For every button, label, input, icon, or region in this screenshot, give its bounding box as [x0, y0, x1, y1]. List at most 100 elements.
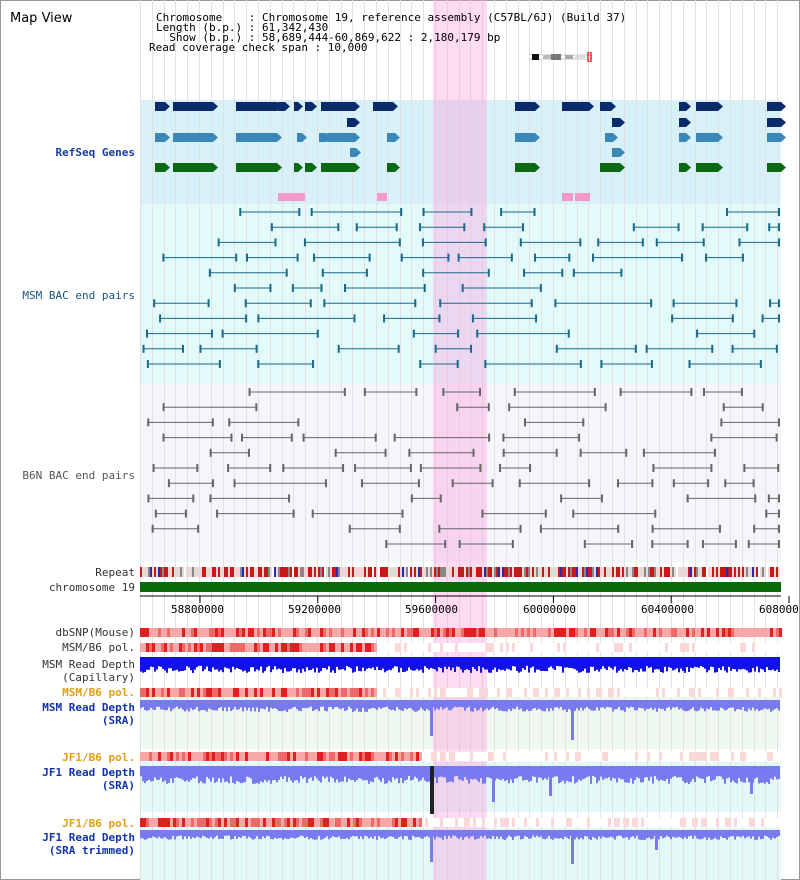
polymorphism-cell — [419, 628, 422, 637]
b6n-bac-end — [151, 524, 154, 533]
repeat-element — [774, 567, 776, 577]
polymorphism-cell — [524, 643, 527, 652]
depth-bar — [320, 766, 322, 783]
b6n-bac-label[interactable]: B6N BAC end pairs — [22, 469, 135, 482]
repeat-element — [196, 567, 198, 577]
selected-region-highlight[interactable] — [433, 0, 487, 880]
depth-bar — [308, 700, 310, 708]
repeat-element — [698, 567, 700, 577]
polymorphism-cell — [452, 628, 455, 637]
b6n-bac-end — [767, 494, 770, 503]
b6n-bac-end — [778, 509, 780, 518]
polymorphism-cell — [647, 818, 650, 827]
polymorphism-cell — [629, 752, 632, 761]
depth-bar — [244, 830, 246, 837]
polymorphism-cell — [560, 628, 563, 637]
depth-bar — [176, 830, 178, 837]
repeat-element — [644, 567, 646, 577]
b6n-bac-end — [555, 448, 558, 457]
repeat-element — [254, 567, 256, 577]
gene-segment — [297, 133, 302, 142]
repeat-element — [512, 567, 514, 577]
repeat-element — [534, 567, 536, 577]
depth-spike — [430, 830, 433, 862]
polymorphism-cell — [632, 818, 635, 827]
depth-bar — [668, 766, 670, 784]
msm-depth-sra-label[interactable]: MSM Read Depth — [42, 701, 135, 714]
dbsnp-label[interactable]: dbSNP(Mouse) — [55, 626, 135, 639]
polymorphism-cell — [530, 628, 533, 637]
depth-bar — [510, 700, 512, 711]
depth-bar — [394, 700, 396, 711]
depth-bar — [350, 830, 352, 837]
repeat-element — [318, 567, 320, 577]
polymorphism-cell — [707, 818, 710, 827]
chromosome-ideogram[interactable] — [529, 52, 592, 62]
repeat-element — [342, 567, 344, 577]
polymorphism-cell — [473, 818, 476, 827]
repeat-element — [542, 567, 544, 577]
polymorphism-cell — [425, 628, 428, 637]
polymorphism-cell — [380, 818, 383, 827]
repeat-element — [402, 567, 404, 577]
polymorphism-cell — [380, 752, 383, 761]
depth-bar — [334, 830, 336, 838]
depth-bar — [298, 830, 300, 837]
msm-depth-capillary-label[interactable]: MSM Read Depth — [42, 658, 135, 671]
polymorphism-cell — [752, 688, 755, 697]
polymorphism-cell — [773, 752, 776, 761]
polymorphism-cell — [770, 628, 773, 637]
polymorphism-cell — [479, 628, 482, 637]
jf1-pol-2-label[interactable]: JF1/B6 pol. — [62, 817, 135, 830]
depth-bar — [742, 830, 744, 836]
polymorphism-cell — [779, 818, 782, 827]
polymorphism-cell — [728, 643, 731, 652]
msm-pol-sra-label[interactable]: MSM/B6 pol. — [62, 686, 135, 699]
repeat-element — [334, 567, 336, 577]
jf1-pol-label[interactable]: JF1/B6 pol. — [62, 751, 135, 764]
repeat-element — [304, 567, 306, 577]
depth-bar — [282, 830, 284, 840]
depth-bar — [682, 700, 684, 710]
polymorphism-cell — [455, 628, 458, 637]
polymorphism-cell — [500, 628, 503, 637]
jf1-depth-trimmed-label[interactable]: JF1 Read Depth — [42, 831, 135, 844]
depth-bar — [640, 657, 642, 669]
polymorphism-cell — [287, 628, 290, 637]
polymorphism-cell — [671, 818, 674, 827]
b6n-bac-end — [438, 524, 441, 533]
polymorphism-cell — [251, 643, 254, 652]
gene-strand-arrow — [277, 163, 282, 172]
polymorphism-cell — [746, 628, 749, 637]
polymorphism-cell — [674, 752, 677, 761]
refseq-genes-label[interactable]: RefSeq Genes — [55, 146, 135, 159]
depth-bar — [676, 700, 678, 707]
depth-bar — [522, 657, 524, 669]
repeat-element — [166, 567, 168, 577]
polymorphism-cell — [311, 628, 314, 637]
msm-pol-label[interactable]: MSM/B6 pol. — [62, 641, 135, 654]
polymorphism-cell — [443, 628, 446, 637]
depth-bar — [220, 700, 222, 707]
polymorphism-cell — [224, 752, 227, 761]
repeat-element — [216, 567, 218, 577]
gridline — [329, 0, 330, 880]
jf1-depth-sra-label[interactable]: JF1 Read Depth — [42, 766, 135, 779]
depth-bar — [480, 830, 482, 837]
b6n-bac-end — [154, 509, 157, 518]
polymorphism-cell — [467, 752, 470, 761]
msm-bac-label[interactable]: MSM BAC end pairs — [22, 289, 135, 302]
depth-bar — [658, 700, 660, 709]
polymorphism-cell — [275, 688, 278, 697]
depth-bar — [374, 700, 376, 709]
polymorphism-cell — [413, 818, 416, 827]
depth-bar — [692, 766, 694, 779]
polymorphism-cell — [305, 752, 308, 761]
depth-bar — [232, 700, 234, 710]
polymorphism-cell — [155, 752, 158, 761]
repeat-element — [396, 567, 398, 577]
b6n-bac-end — [255, 403, 258, 412]
repeat-element — [532, 567, 534, 577]
depth-bar — [476, 700, 478, 711]
